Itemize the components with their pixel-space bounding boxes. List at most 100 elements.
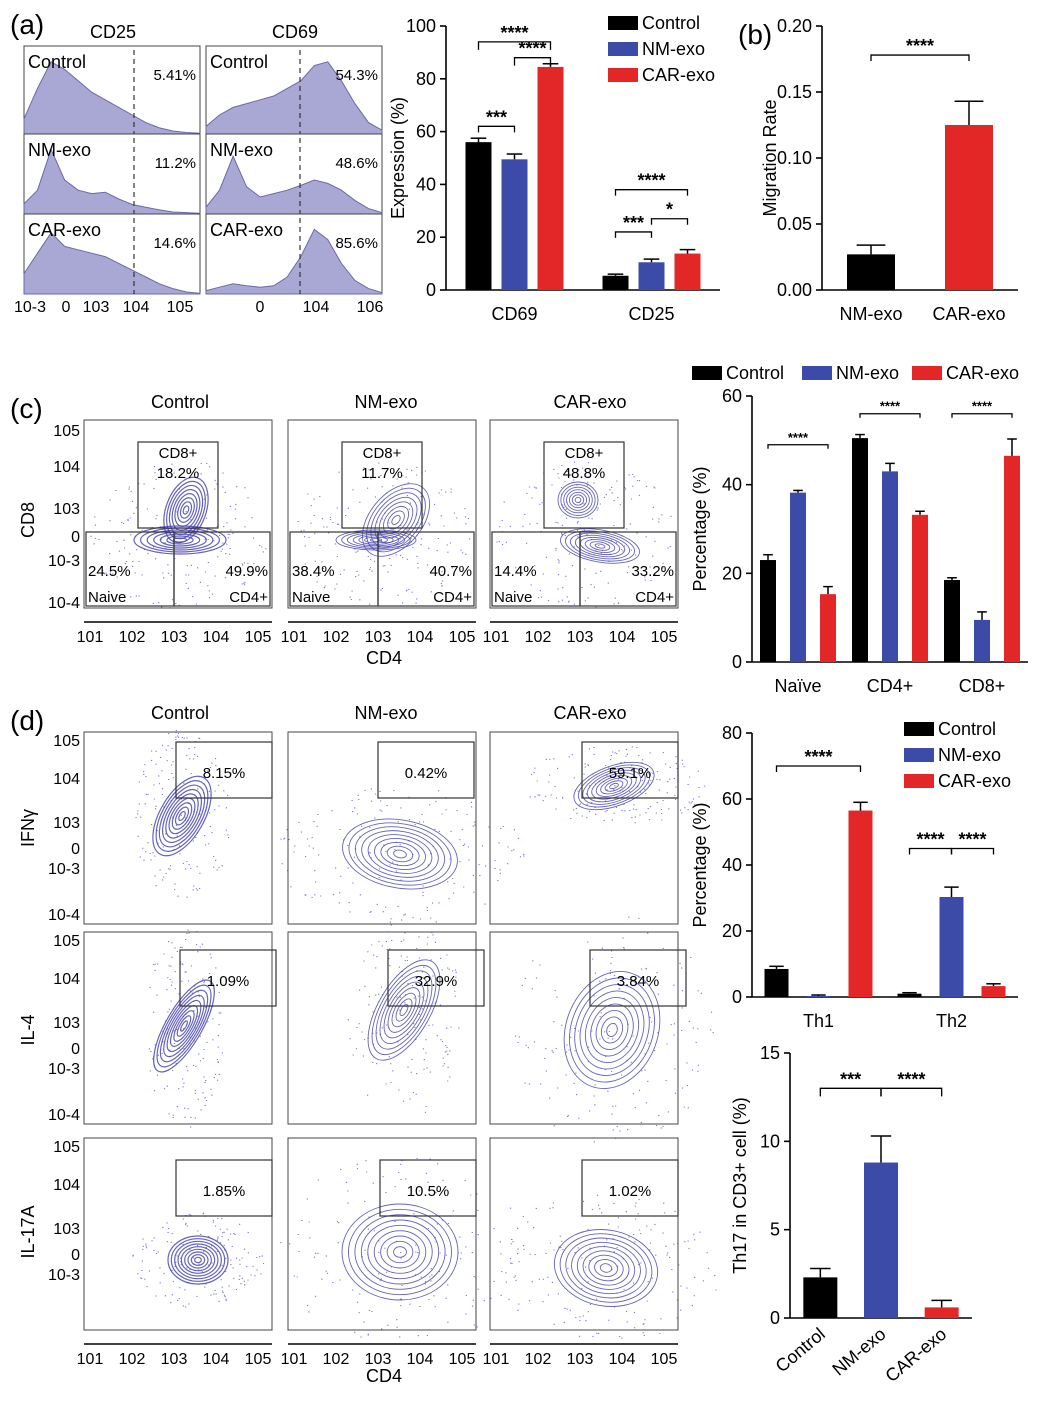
histogram-percent: 48.6% (335, 155, 378, 172)
gate-label-cd4: CD4+ (635, 589, 674, 606)
bar-car-exo (848, 810, 873, 997)
flow-panel-d: Control NM-exo CAR-exo IFNγ IL-4 IL-17A … (18, 703, 717, 1386)
contour-line (584, 539, 616, 553)
contour-line (393, 1246, 407, 1258)
contour-line (170, 1238, 226, 1282)
y-tick-label: 10-3 (48, 1267, 80, 1284)
contour-line (366, 487, 426, 553)
contour-line (553, 1229, 659, 1307)
significance-bracket (767, 444, 829, 449)
contour-line (168, 797, 196, 835)
x-category-label: NM-exo (828, 1324, 889, 1380)
contour-line (174, 806, 190, 826)
y-tick-label: 5 (770, 1220, 780, 1240)
legend-label: NM-exo (836, 363, 899, 383)
contour-line (171, 488, 201, 532)
contour-line (566, 489, 590, 511)
contour-line (588, 1254, 624, 1282)
legend-swatch (608, 16, 638, 30)
contour-line (574, 534, 626, 558)
bar-car-exo (537, 66, 564, 290)
gate-box (379, 1159, 477, 1217)
flow-plot-frame (287, 419, 477, 609)
significance-label: * (666, 200, 673, 220)
contour-line (594, 1258, 618, 1278)
y-tick-label: 103 (53, 1015, 80, 1032)
significance-bracket (614, 189, 689, 196)
x-category-label: CD25 (628, 304, 674, 324)
bar-control (897, 993, 922, 997)
y-tick-label: 80 (722, 723, 742, 743)
y-tick-label: 0 (71, 841, 80, 858)
y-tick-label: 40 (722, 855, 742, 875)
event-dots (297, 462, 471, 605)
contour-line (348, 822, 452, 886)
hist-tick: 104 (303, 299, 330, 316)
gate-cd4 (377, 531, 475, 607)
contour-line (589, 541, 611, 551)
contour-line (362, 483, 430, 557)
contour-line (371, 964, 437, 1056)
contour-line (166, 480, 206, 540)
y-tick-label: 10-4 (48, 595, 80, 612)
gate-percent: 32.9% (415, 973, 458, 990)
x-tick-label: 102 (323, 629, 350, 646)
bar-chart-migration: 0.00 0.05 0.10 0.15 0.20 Migration Rate NM-exo… (760, 16, 1018, 324)
legend-label: NM-exo (938, 745, 1001, 765)
y-tick-label: 0 (732, 987, 742, 1007)
event-dots (496, 461, 672, 608)
gate-box (589, 949, 687, 1007)
contour-line (178, 810, 186, 822)
histogram-row-label: Control (210, 52, 268, 72)
bar-nm-exo (790, 492, 806, 662)
y-tick-label: 0 (71, 529, 80, 546)
x-category-label: CD69 (491, 304, 537, 324)
contour-line (574, 496, 582, 504)
contour-line (341, 1203, 459, 1301)
contour-line (367, 834, 433, 874)
contour-line (395, 998, 413, 1022)
contour-line (166, 999, 202, 1053)
flow-plot-frame (489, 931, 679, 1125)
y-tick-label: 105 (53, 733, 80, 750)
legend-label: CAR-exo (946, 363, 1019, 383)
contour-line (177, 1243, 219, 1277)
significance-label: **** (518, 39, 546, 59)
bar-nm-exo (939, 897, 964, 997)
contour-line (568, 491, 588, 509)
gate-cd8 (341, 441, 423, 529)
x-tick-label: 102 (323, 1351, 350, 1368)
contour-line (374, 496, 418, 544)
significance-label: **** (500, 23, 528, 43)
x-tick-label: 103 (567, 1351, 594, 1368)
gate-percent-cd4: 40.7% (429, 563, 472, 580)
contour-line (166, 535, 194, 545)
contour-line (560, 528, 640, 564)
contour-line (174, 1240, 222, 1280)
contour-line (182, 505, 190, 515)
x-category-label: Th2 (936, 1011, 967, 1031)
y-tick-label: 0 (71, 1041, 80, 1058)
contour-line (563, 486, 593, 514)
bar (803, 1277, 838, 1318)
flow-d-x-axis-label: CD4 (366, 1366, 402, 1386)
x-category-label: CAR-exo (881, 1324, 950, 1386)
gate-percent-cd8: 11.7% (361, 465, 402, 482)
contour-line (595, 1010, 629, 1050)
flow-c-x-axis-label: CD4 (366, 648, 402, 668)
histogram-percent: 85.6% (335, 235, 378, 252)
event-dots (347, 905, 460, 1113)
histogram-panel: CD25 CD69 Control 5.41% NM-exo 11.2% CAR-exo… (14, 22, 383, 316)
x-tick-label: 101 (483, 629, 510, 646)
gate-box (581, 1159, 679, 1217)
gate-cd8 (543, 441, 625, 529)
bar-nm-exo (501, 159, 528, 290)
gate-percent-naive: 24.5% (88, 563, 131, 580)
y-tick-label: 104 (53, 771, 80, 788)
x-category-label: CAR-exo (932, 304, 1005, 324)
x-tick-label: 104 (609, 1351, 636, 1368)
contour-line (161, 788, 203, 844)
significance-bracket (477, 125, 516, 133)
